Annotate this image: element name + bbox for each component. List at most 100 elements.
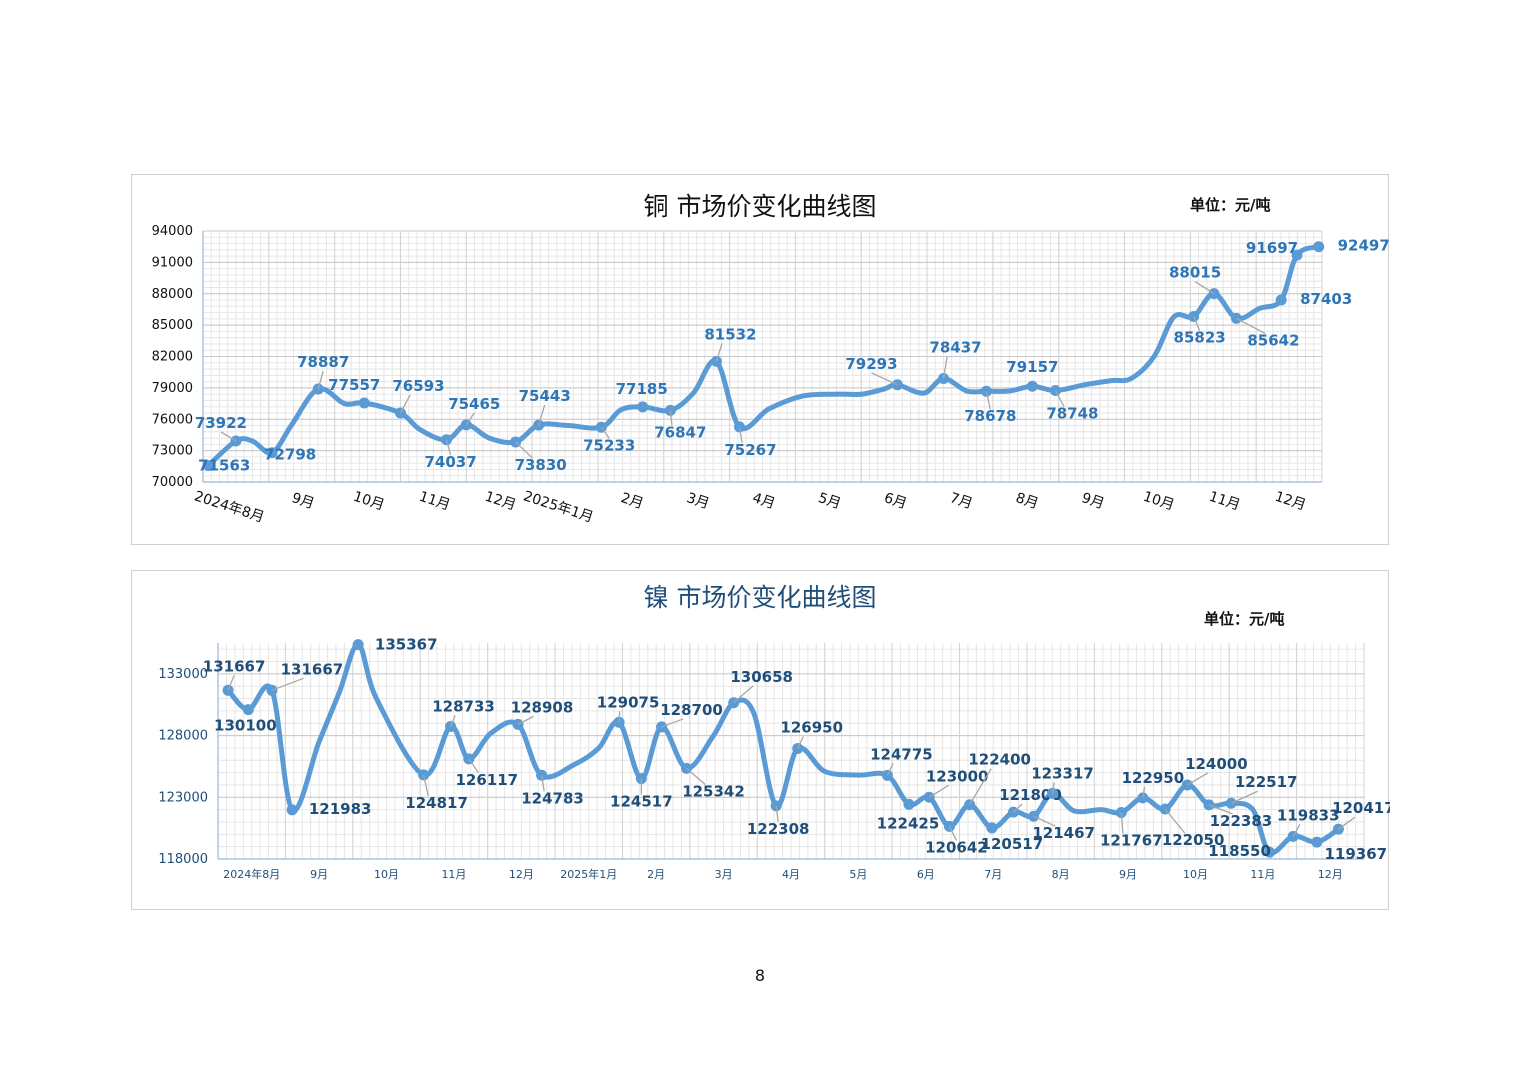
leader-line [227,675,235,691]
leader-line [465,412,475,426]
data-point [1203,799,1215,811]
y-tick-label: 128000 [158,729,208,744]
x-tick-label: 11月 [1250,868,1275,881]
copper-price-chart: 70000 73000 76000 79000 82000 85000 88000 91000… [152,224,1390,526]
leader-line [1142,786,1146,798]
x-tick-label: 3月 [715,868,733,881]
data-label: 123317 [1031,764,1094,782]
y-tick-label: 88000 [152,287,193,302]
leader-line [1051,782,1055,794]
x-tick-label: 12月 [483,489,518,514]
leader-line [538,404,546,426]
leader-line [1013,803,1023,813]
data-label: 126117 [455,771,518,789]
data-label: 122308 [747,820,810,838]
data-point [394,407,406,419]
unit-label: 单位：元/吨 [1190,196,1271,214]
y-tick-label: 70000 [152,475,193,490]
leader-line [449,715,456,727]
y-tick-label: 85000 [152,318,193,333]
y-tick-label: 94000 [152,224,193,239]
data-point [242,704,254,716]
data-point [512,718,524,730]
data-label: 118550 [1208,842,1271,860]
data-point [1291,249,1303,261]
y-tick-label: 76000 [152,412,193,427]
leader-line [1187,772,1209,786]
leader-line [928,784,950,798]
leader-line [317,370,324,390]
x-tick-label: 4月 [782,868,800,881]
data-point [1332,823,1344,835]
x-tick-label: 10月 [1141,489,1176,514]
data-label: 124783 [521,789,584,807]
data-label: 78678 [964,407,1016,425]
leader-line [686,767,706,785]
data-point [1047,787,1059,799]
data-point [637,401,649,413]
data-label: 91697 [1246,239,1298,257]
leader-line [445,439,452,455]
data-label: 73830 [515,456,567,474]
leader-line [969,768,992,806]
data-label: 71563 [198,457,250,475]
unit-label: 单位：元/吨 [1204,610,1285,628]
x-tick-label: 7月 [948,490,975,512]
data-label: 124517 [610,793,673,811]
x-tick-label: 2025年1月 [560,867,617,881]
leader-line [1338,816,1356,830]
x-tick-label: 10月 [1183,868,1208,881]
data-label: 124775 [870,745,933,763]
data-label: 79293 [845,355,897,373]
data-label: 123000 [926,767,989,785]
data-label: 78437 [929,338,981,356]
y-tick-label: 82000 [152,350,193,365]
nickel-chart-panel: 镍 市场价变化曲线图 单位：元/吨 118000 123000 128000 1330… [131,570,1390,910]
data-label: 92497 [1338,237,1390,255]
chart-title: 铜 市场价变化曲线图 [643,192,877,221]
y-tick-label: 123000 [158,790,208,805]
data-label: 121767 [1100,832,1163,850]
data-point [1208,288,1220,300]
data-label: 129075 [597,693,660,711]
y-tick-label: 118000 [158,852,208,867]
leader-line [517,715,534,725]
data-point [635,773,647,785]
leader-line [733,685,754,704]
leader-line [1164,808,1186,834]
data-point [903,798,915,810]
data-label: 87403 [1300,290,1352,308]
data-point [230,435,242,447]
x-tick-label: 2024年8月 [192,488,266,526]
y-tick-label: 73000 [152,444,193,459]
data-label: 119833 [1277,806,1340,824]
data-label: 122950 [1122,769,1185,787]
page-number: 8 [754,966,766,985]
leader-line [1120,812,1124,834]
data-label: 121983 [309,800,372,818]
data-point [891,379,903,391]
leader-line [886,763,894,776]
leader-line [871,372,898,386]
leader-line [948,826,957,841]
x-tick-label: 7月 [984,868,1002,881]
leader-line [422,774,429,796]
leader-line [715,343,723,362]
data-point [613,716,625,728]
x-tick-label: 11月 [1207,489,1242,514]
data-point [536,769,548,781]
nickel-price-chart: 118000 123000 128000 133000 2024年8月 9月 10月 11月 1… [158,636,1390,881]
data-point [1181,779,1193,791]
data-label: 121467 [1032,824,1095,842]
data-label: 75443 [519,387,571,405]
data-point [222,684,234,696]
x-tick-label: 11月 [417,489,452,514]
leader-line [540,775,545,792]
leader-line [600,426,610,439]
data-label: 130100 [214,717,277,735]
data-label: 122517 [1235,773,1298,791]
leader-line [738,426,743,444]
data-label: 75267 [724,441,776,459]
x-tick-label: 8月 [1014,490,1041,512]
data-label: 76847 [654,423,706,441]
